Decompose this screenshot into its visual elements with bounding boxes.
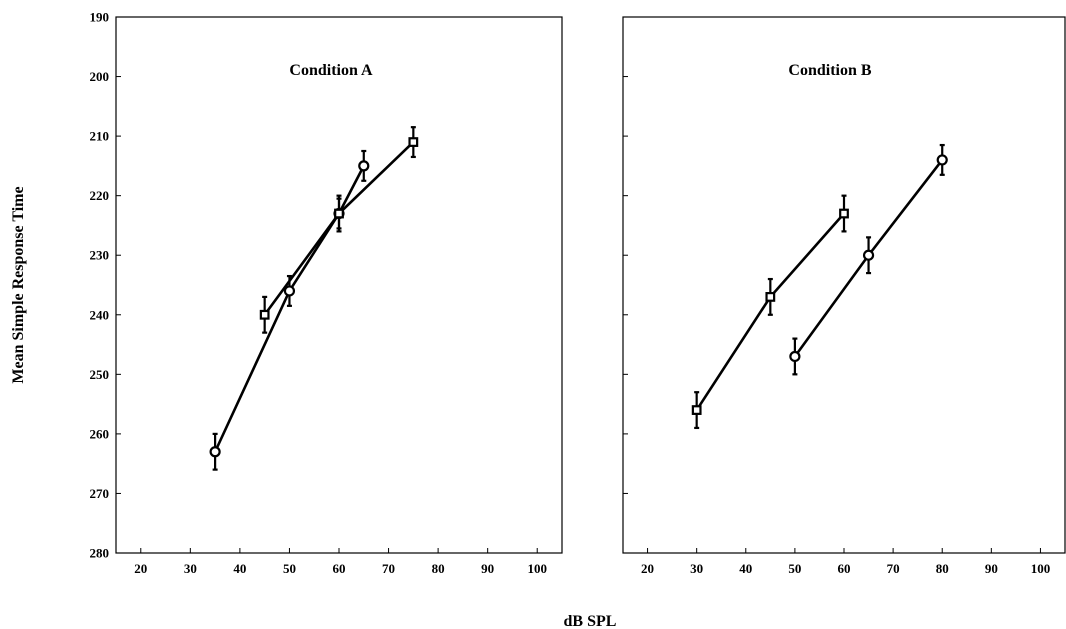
x-tick-label: 50: [788, 561, 801, 576]
panel-title: Condition A: [289, 62, 373, 79]
x-tick-label: 40: [233, 561, 246, 576]
y-tick-label: 210: [90, 129, 110, 144]
y-tick-label: 250: [90, 367, 110, 382]
x-tick-label: 100: [1031, 561, 1051, 576]
y-tick-label: 190: [90, 10, 110, 25]
panel-title: Condition B: [788, 62, 871, 79]
y-tick-label: 270: [90, 486, 110, 501]
x-tick-label: 20: [641, 561, 654, 576]
x-tick-label: 20: [134, 561, 147, 576]
data-point-square: [408, 137, 419, 147]
data-point-square: [839, 208, 849, 219]
y-tick-label: 260: [90, 426, 110, 441]
x-tick-label: 90: [481, 561, 494, 576]
x-tick-label: 60: [333, 561, 346, 576]
y-tick-label: 240: [90, 307, 110, 322]
x-tick-label: 90: [985, 561, 998, 576]
y-tick-label: 220: [90, 188, 110, 203]
series-line: [213, 165, 365, 453]
series-circle: [209, 149, 370, 471]
y-tick-label: 280: [90, 546, 110, 561]
data-point-circle: [209, 446, 221, 458]
x-tick-label: 80: [432, 561, 445, 576]
data-point-circle: [862, 249, 875, 261]
x-tick-label: 60: [838, 561, 851, 576]
series-square: [259, 126, 419, 334]
data-point-circle: [283, 285, 296, 297]
data-point-square: [691, 405, 702, 415]
series-circle: [789, 143, 948, 376]
x-tick-label: 30: [690, 561, 703, 576]
x-tick-label: 50: [283, 561, 296, 576]
data-point-circle: [358, 160, 370, 172]
series-square: [691, 194, 849, 430]
y-tick-label: 230: [90, 248, 110, 263]
x-tick-label: 40: [739, 561, 752, 576]
data-point-square: [765, 292, 776, 302]
plot-frame: [622, 16, 1066, 554]
plot-frame: [115, 16, 563, 554]
chart-panel-condition-a: Condition A 190 200 210 220 230 240 250 260 270 28…: [90, 10, 563, 576]
x-tick-label: 100: [527, 561, 547, 576]
chart-panel-condition-b: Condition B 20 30 40 50 60 70 80 90 100: [622, 16, 1066, 576]
x-tick-label: 70: [382, 561, 395, 576]
x-tick-label: 80: [936, 561, 949, 576]
data-point-square: [259, 309, 270, 320]
data-point-circle: [936, 154, 948, 166]
y-tick-label: 200: [90, 69, 110, 84]
y-axis-title: Mean Simple Response Time: [10, 186, 27, 383]
data-point-circle: [789, 350, 801, 363]
x-axis-title: dB SPL: [564, 613, 617, 629]
data-point-square: [334, 208, 344, 219]
x-tick-label: 70: [887, 561, 900, 576]
x-tick-label: 30: [184, 561, 197, 576]
